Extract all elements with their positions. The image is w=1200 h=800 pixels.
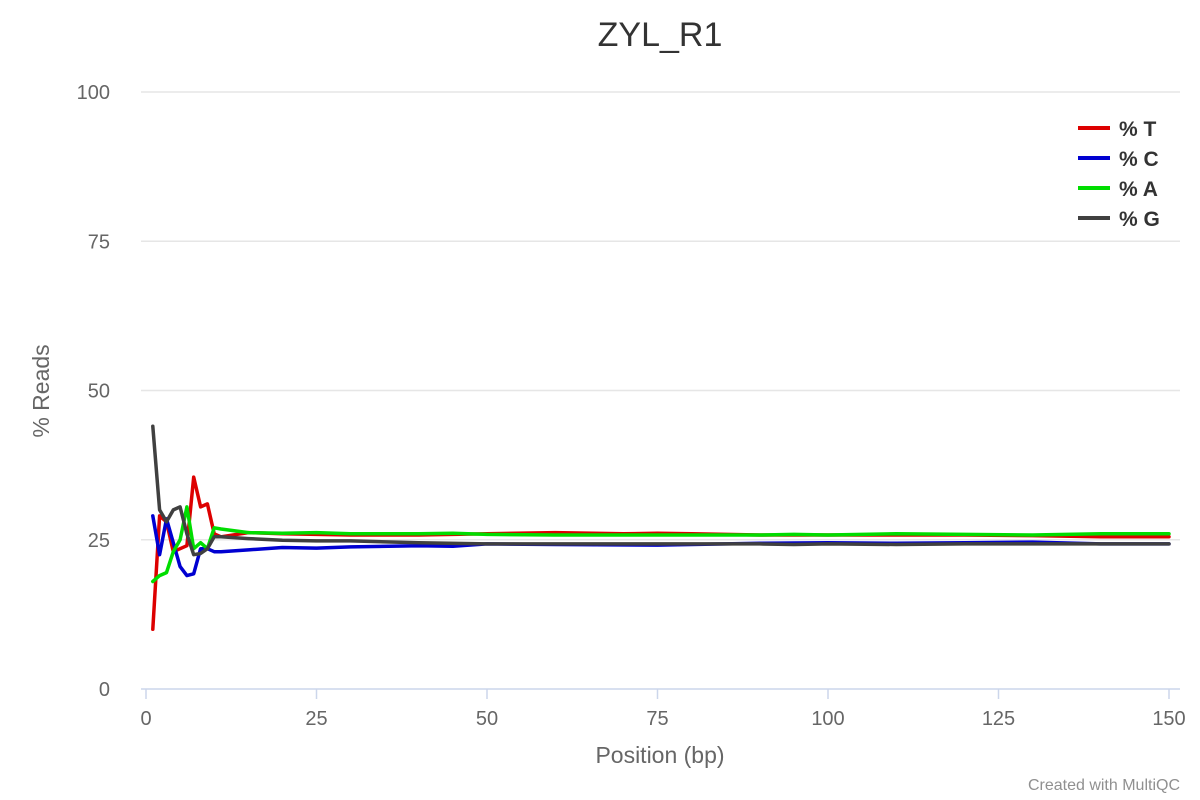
legend-label: % C (1119, 148, 1159, 171)
y-axis-title: % Reads (28, 344, 54, 437)
legend[interactable]: % T % C % A % G (1078, 118, 1160, 231)
x-axis-title: Position (bp) (595, 742, 724, 768)
x-tick-label: 150 (1152, 708, 1185, 730)
x-tick-label: 25 (305, 708, 327, 730)
chart-title: ZYL_R1 (598, 16, 723, 54)
series-line-g[interactable] (151, 424, 1171, 557)
y-tick-label: 25 (88, 530, 110, 552)
y-tick-label: 100 (77, 82, 110, 104)
series-line-t[interactable] (151, 475, 1171, 632)
y-tick-label: 0 (99, 679, 110, 701)
credit-text[interactable]: Created with MultiQC (1028, 777, 1180, 794)
legend-item-g[interactable]: % G (1078, 208, 1160, 231)
legend-label: % G (1119, 208, 1160, 231)
y-tick-label: 50 (88, 381, 110, 403)
legend-label: % T (1119, 118, 1157, 141)
series-line-c[interactable] (151, 514, 1171, 578)
legend-label: % A (1119, 178, 1158, 201)
plot-series (151, 424, 1171, 632)
grid-lines (141, 91, 1180, 541)
legend-item-t[interactable]: % T (1078, 118, 1157, 141)
x-tick-label: 125 (982, 708, 1015, 730)
x-tick-label: 100 (811, 708, 844, 730)
y-tick-label: 75 (88, 231, 110, 253)
legend-item-a[interactable]: % A (1078, 178, 1158, 201)
axes: 0 25 50 75 100 0 25 50 75 100 125 150 (77, 82, 1186, 730)
x-tick-label: 75 (646, 708, 668, 730)
x-tick-label: 0 (140, 708, 151, 730)
legend-item-c[interactable]: % C (1078, 148, 1159, 171)
x-tick-label: 50 (476, 708, 498, 730)
